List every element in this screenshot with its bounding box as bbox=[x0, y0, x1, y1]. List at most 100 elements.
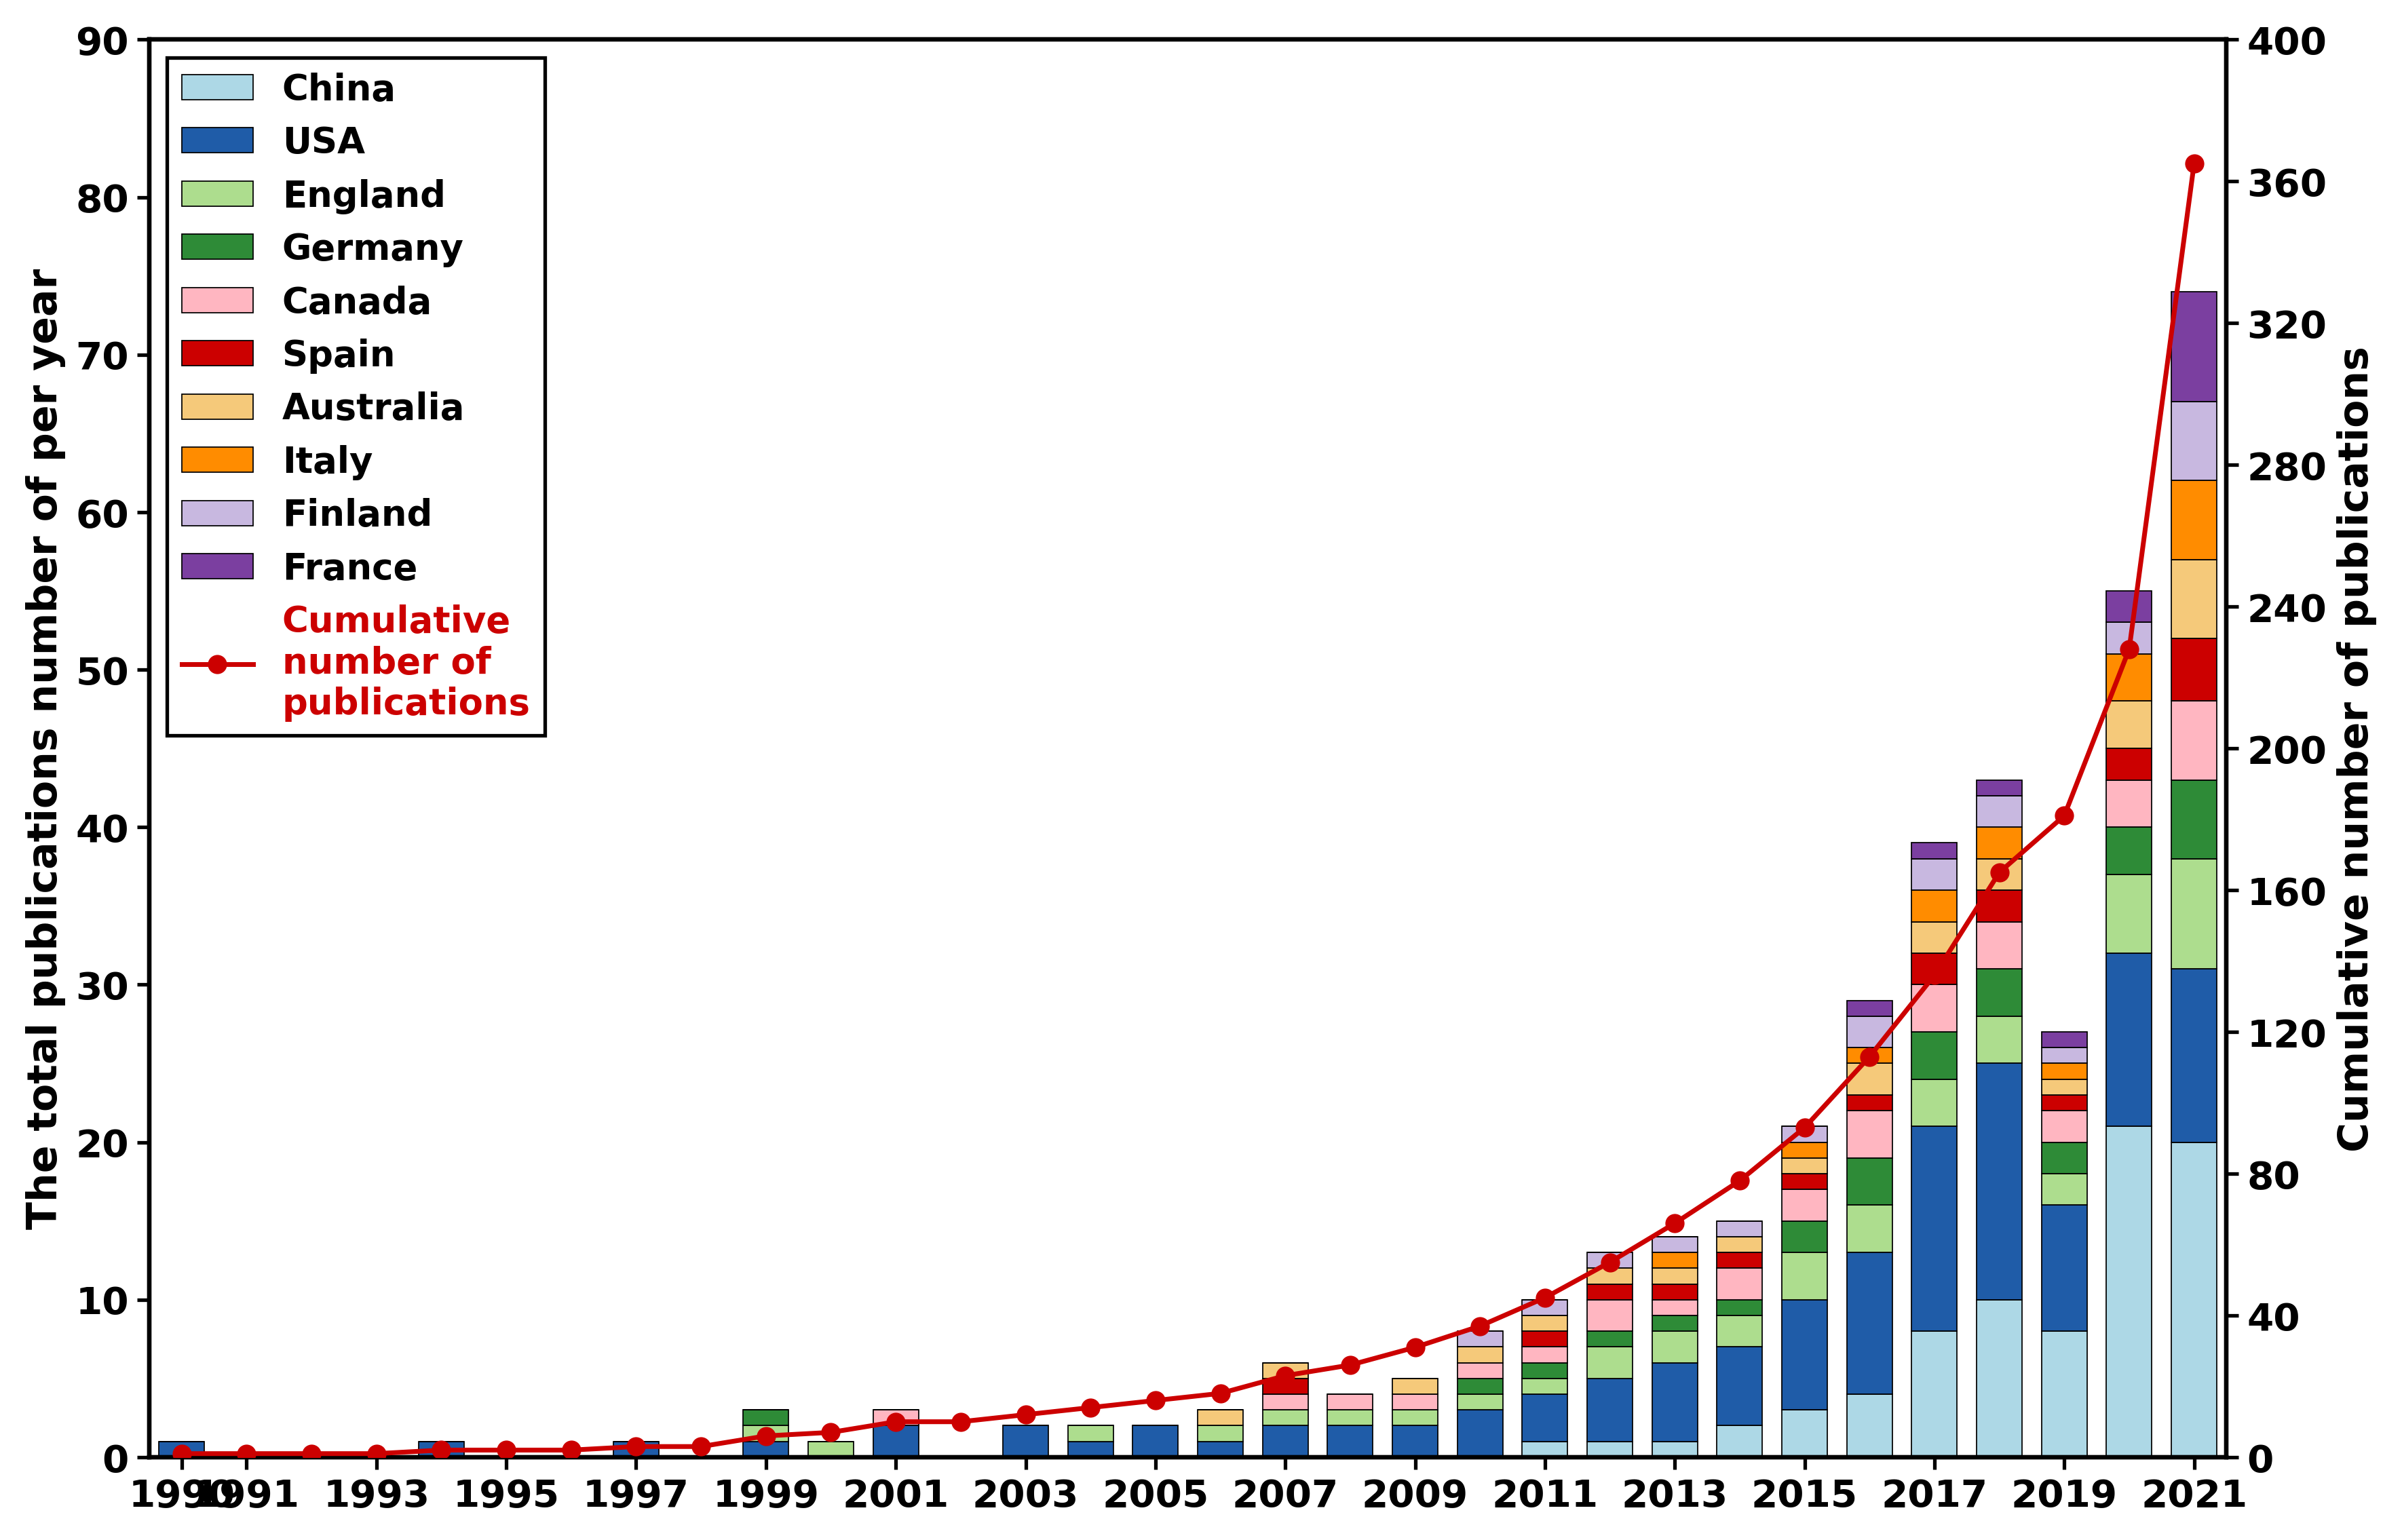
Bar bbox=[2042, 1173, 2087, 1206]
Bar bbox=[2107, 781, 2152, 827]
Bar bbox=[1653, 1363, 1698, 1441]
Bar bbox=[1977, 922, 2022, 969]
Bar bbox=[1782, 1252, 1828, 1300]
Bar bbox=[1847, 1394, 1893, 1457]
Bar bbox=[1458, 1411, 1501, 1457]
Bar bbox=[1263, 1378, 1307, 1394]
Bar bbox=[742, 1441, 788, 1457]
Bar bbox=[1328, 1394, 1372, 1411]
Bar bbox=[1263, 1411, 1307, 1426]
Bar bbox=[2042, 1331, 2087, 1457]
Bar bbox=[1847, 1095, 1893, 1110]
Bar bbox=[1653, 1315, 1698, 1331]
Bar bbox=[1653, 1331, 1698, 1363]
Bar bbox=[1717, 1315, 1763, 1348]
Bar bbox=[2107, 591, 2152, 622]
Bar bbox=[1717, 1237, 1763, 1252]
Bar bbox=[1588, 1300, 1633, 1331]
Bar bbox=[1717, 1300, 1763, 1315]
Bar bbox=[1782, 1127, 1828, 1143]
Bar bbox=[2042, 1032, 2087, 1047]
Bar bbox=[872, 1426, 918, 1457]
Bar bbox=[1458, 1348, 1501, 1363]
Bar bbox=[1717, 1221, 1763, 1237]
Bar bbox=[2171, 701, 2217, 781]
Bar bbox=[1066, 1426, 1112, 1441]
Bar bbox=[1782, 1411, 1828, 1457]
Bar bbox=[742, 1411, 788, 1426]
Bar bbox=[1458, 1394, 1501, 1411]
Bar bbox=[1977, 796, 2022, 827]
Bar bbox=[1523, 1315, 1569, 1331]
Bar bbox=[1977, 827, 2022, 859]
Bar bbox=[1458, 1363, 1501, 1378]
Bar bbox=[1782, 1189, 1828, 1221]
Bar bbox=[1263, 1426, 1307, 1457]
Bar bbox=[1588, 1252, 1633, 1269]
Bar bbox=[1393, 1426, 1436, 1457]
Bar bbox=[1717, 1252, 1763, 1269]
Bar bbox=[1782, 1158, 1828, 1173]
Bar bbox=[1066, 1441, 1112, 1457]
Bar bbox=[1912, 1032, 1958, 1080]
Bar bbox=[1912, 1127, 1958, 1331]
Bar bbox=[1523, 1394, 1569, 1441]
Bar bbox=[1523, 1300, 1569, 1315]
Bar bbox=[2042, 1110, 2087, 1143]
Bar bbox=[1196, 1411, 1242, 1426]
Bar bbox=[2107, 875, 2152, 953]
Y-axis label: Cumulative number of publications: Cumulative number of publications bbox=[2337, 346, 2376, 1152]
Bar bbox=[1977, 781, 2022, 796]
Bar bbox=[1717, 1426, 1763, 1457]
Y-axis label: The total publications number of per year: The total publications number of per yea… bbox=[26, 268, 65, 1229]
Bar bbox=[2171, 1143, 2217, 1457]
Bar bbox=[2042, 1080, 2087, 1095]
Bar bbox=[1717, 1269, 1763, 1300]
Bar bbox=[872, 1411, 918, 1426]
Bar bbox=[1653, 1252, 1698, 1269]
Bar bbox=[1912, 984, 1958, 1032]
Bar bbox=[1782, 1143, 1828, 1158]
Bar bbox=[2171, 293, 2217, 402]
Bar bbox=[1393, 1394, 1436, 1411]
Bar bbox=[1977, 1064, 2022, 1300]
Bar bbox=[1847, 1206, 1893, 1252]
Bar bbox=[1782, 1221, 1828, 1252]
Bar bbox=[1847, 1064, 1893, 1095]
Bar bbox=[613, 1441, 658, 1457]
Bar bbox=[1458, 1378, 1501, 1394]
Bar bbox=[1131, 1426, 1177, 1457]
Bar bbox=[1523, 1441, 1569, 1457]
Bar bbox=[2171, 969, 2217, 1143]
Bar bbox=[159, 1441, 204, 1457]
Bar bbox=[1393, 1378, 1436, 1394]
Bar bbox=[1977, 1016, 2022, 1064]
Bar bbox=[1588, 1284, 1633, 1300]
Bar bbox=[418, 1441, 464, 1457]
Bar bbox=[1912, 842, 1958, 859]
Bar bbox=[1263, 1363, 1307, 1378]
Bar bbox=[2107, 827, 2152, 875]
Bar bbox=[1912, 859, 1958, 890]
Bar bbox=[1196, 1426, 1242, 1441]
Bar bbox=[1002, 1426, 1047, 1457]
Bar bbox=[2107, 622, 2152, 654]
Bar bbox=[742, 1426, 788, 1441]
Bar bbox=[1847, 1001, 1893, 1016]
Bar bbox=[1328, 1411, 1372, 1426]
Bar bbox=[1653, 1300, 1698, 1315]
Bar bbox=[2042, 1206, 2087, 1331]
Bar bbox=[1393, 1411, 1436, 1426]
Bar bbox=[1977, 859, 2022, 890]
Bar bbox=[807, 1441, 853, 1457]
Bar bbox=[2107, 953, 2152, 1127]
Bar bbox=[1912, 922, 1958, 953]
Bar bbox=[1458, 1331, 1501, 1348]
Bar bbox=[1847, 1047, 1893, 1064]
Bar bbox=[2107, 1127, 2152, 1457]
Bar bbox=[1588, 1378, 1633, 1441]
Bar bbox=[1653, 1284, 1698, 1300]
Bar bbox=[1847, 1016, 1893, 1047]
Bar bbox=[1328, 1426, 1372, 1457]
Bar bbox=[1196, 1441, 1242, 1457]
